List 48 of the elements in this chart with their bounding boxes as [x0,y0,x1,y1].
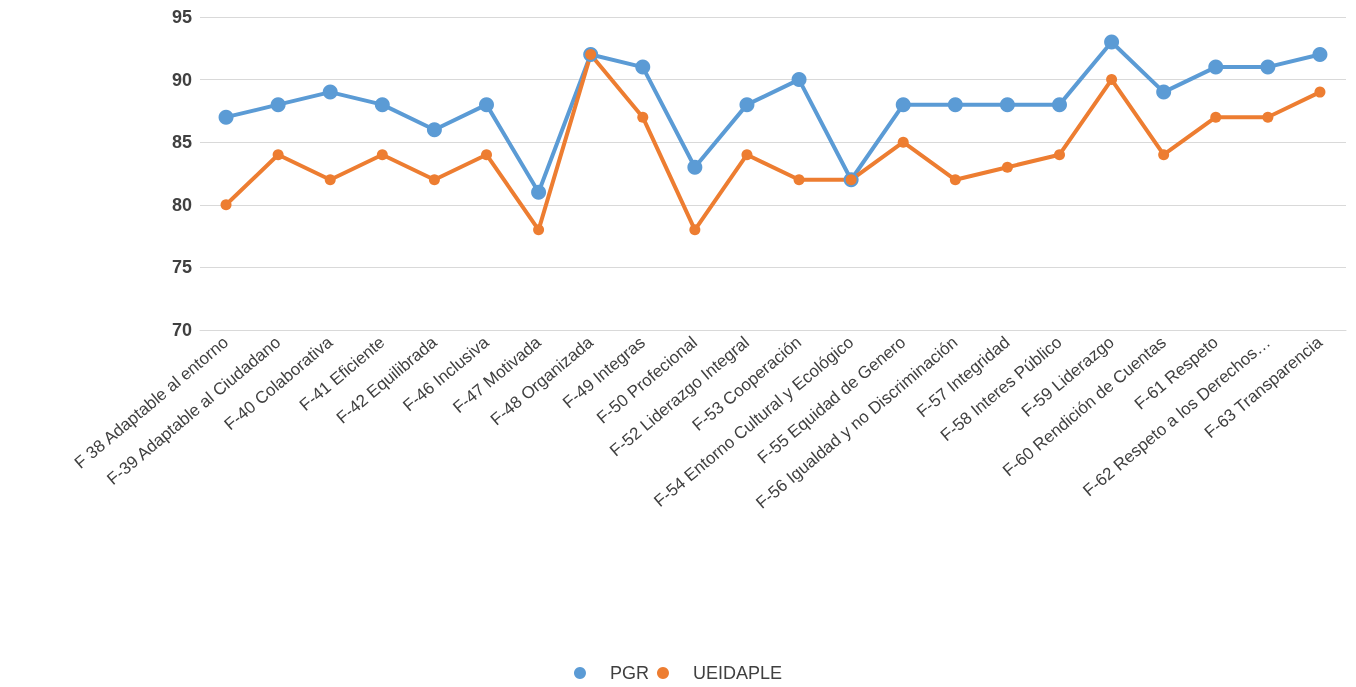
y-tick-label: 80 [171,194,192,215]
point [1106,74,1118,86]
point [637,111,649,123]
point [324,174,336,186]
point [1314,86,1326,98]
point [949,174,961,186]
point [426,122,442,138]
point [1052,97,1067,113]
point [895,97,911,113]
point [376,149,388,161]
point [1001,161,1013,173]
point [687,159,703,175]
point [1262,111,1274,123]
point [793,174,805,186]
point [791,72,807,88]
y-tick-label: 85 [171,132,192,153]
point [897,136,909,148]
point [635,59,651,75]
point [428,174,440,186]
legend-label: PGR [609,663,649,683]
point [481,149,492,161]
point [1208,59,1224,75]
point [689,224,701,236]
point [218,109,234,125]
point [739,97,755,113]
point [220,199,232,211]
point [322,84,338,100]
point [1054,149,1065,161]
y-tick-label: 75 [171,257,192,278]
legend-label: UEIDAPLE [692,663,783,683]
point [1312,47,1328,63]
point [947,97,963,113]
y-tick-label: 90 [171,69,192,90]
point [1104,34,1120,50]
point [1158,149,1170,161]
point [272,149,284,161]
point [270,97,286,113]
point [374,97,390,113]
point [479,97,494,113]
y-tick-label: 95 [171,7,192,27]
point [999,97,1015,113]
point [533,224,545,236]
point [741,149,753,161]
point [1260,59,1276,75]
point [1210,111,1222,123]
point [1156,84,1172,100]
y-tick-label: 70 [171,320,192,340]
point [531,184,547,200]
